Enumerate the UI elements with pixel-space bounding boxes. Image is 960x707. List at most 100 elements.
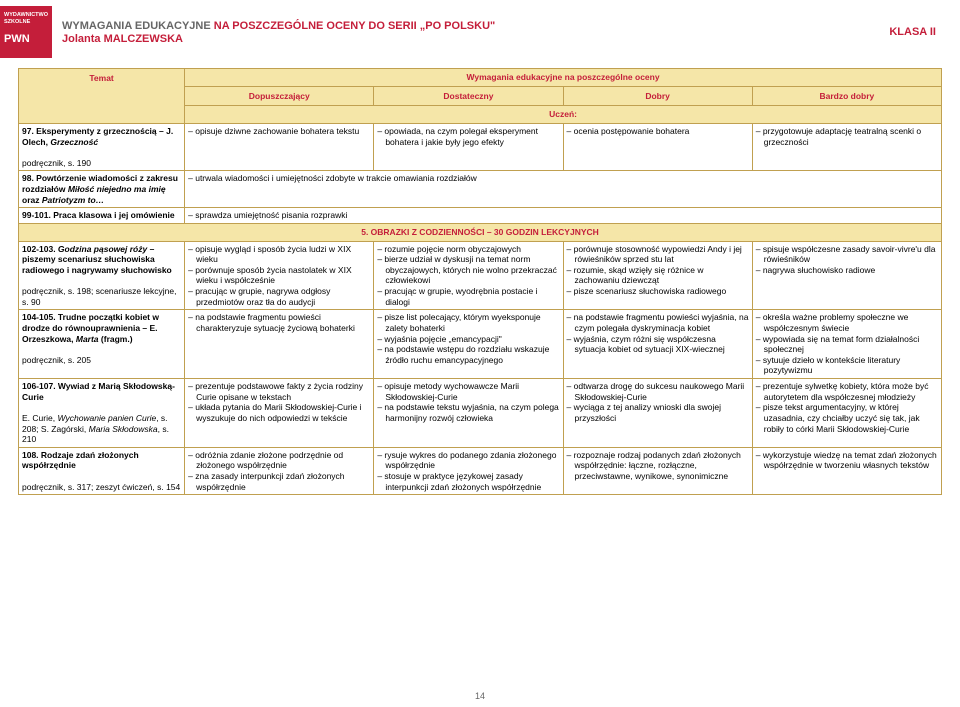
content-area: Temat Wymagania edukacyjne na poszczegól… — [0, 60, 960, 495]
row-97: 97. Eksperymenty z grzecznością – J. Ole… — [19, 123, 942, 171]
row-104: 104-105. Trudne początki kobiet w drodze… — [19, 310, 942, 379]
bd102-2: nagrywa słuchowisko radiowe — [756, 265, 938, 276]
row-108: 108. Rodzaje zdań złożonych współrzędnie… — [19, 447, 942, 495]
dost-106: opisuje metody wychowawcze Marii Skłodow… — [374, 379, 563, 448]
topic-99: 99-101. Praca klasowa i jej omówienie — [19, 208, 185, 224]
dobry102-3: pisze scenariusz słuchowiska radiowego — [567, 286, 749, 297]
dop-102: opisuje wygląd i sposób życia ludzi w XI… — [185, 241, 374, 310]
header-text-block: WYMAGANIA EDUKACYJNE NA POSZCZEGÓLNE OCE… — [62, 20, 889, 45]
t102c: podręcznik, s. 198; scenariusze lekcyjne… — [22, 286, 177, 307]
publisher-logo: WYDAWNICTWO SZKOLNE PWN — [0, 6, 52, 58]
dost97-1: opowiada, na czym polegał eksperyment bo… — [377, 126, 559, 147]
col-bdobry-header: Bardzo dobry — [752, 86, 941, 106]
dop-104: na podstawie fragmentu powieści charakte… — [185, 310, 374, 379]
logo-pwn: PWN — [4, 32, 48, 46]
t106a: 106-107. Wywiad z Marią Skłodowską-Curie — [22, 381, 175, 402]
dop106-1: prezentuje podstawowe fakty z życia rodz… — [188, 381, 370, 402]
topic-108: 108. Rodzaje zdań złożonych współrzędnie… — [19, 447, 185, 495]
row-106: 106-107. Wywiad z Marią Skłodowską-Curie… — [19, 379, 942, 448]
col-dost-header: Dostateczny — [374, 86, 563, 106]
bd106-1: prezentuje sylwetkę kobiety, która może … — [756, 381, 938, 402]
bd108-1: wykorzystuje wiedzę na temat zdań złożon… — [756, 450, 938, 471]
topic-106: 106-107. Wywiad z Marią Skłodowską-Curie… — [19, 379, 185, 448]
dost104-2: wyjaśnia pojęcie „emancypacji" — [377, 334, 559, 345]
section-5-title: 5. OBRAZKI Z CODZIENNOŚCI – 30 GODZIN LE… — [19, 223, 942, 241]
bd104-1: określa ważne problemy społeczne we wspó… — [756, 312, 938, 333]
dobry-108: rozpoznaje rodzaj podanych zdań złożonyc… — [563, 447, 752, 495]
dost-97: opowiada, na czym polegał eksperyment bo… — [374, 123, 563, 171]
dop-97: opisuje dziwne zachowanie bohatera tekst… — [185, 123, 374, 171]
topic-98: 98. Powtórzenie wiadomości z zakresu roz… — [19, 171, 185, 208]
dost108-2: stosuje w praktyce językowej zasady inte… — [377, 471, 559, 492]
bd-102: spisuje współczesne zasady savoir-vivre'… — [752, 241, 941, 310]
t99a: 99-101. Praca klasowa i jej omówienie — [22, 210, 175, 220]
t104i: Marta — [76, 334, 99, 344]
dobry102-1: porównuje stosowność wypowiedzi Andy i j… — [567, 244, 749, 265]
t104b: (fragm.) — [99, 334, 133, 344]
bd106-2: pisze tekst argumentacyjny, w której uza… — [756, 402, 938, 434]
row-98: 98. Powtórzenie wiadomości z zakresu roz… — [19, 171, 942, 208]
logo-text-2: SZKOLNE — [4, 19, 48, 26]
bd97-1: przygotowuje adaptację teatralną scenki … — [756, 126, 938, 147]
section-5-row: 5. OBRAZKI Z CODZIENNOŚCI – 30 GODZIN LE… — [19, 223, 942, 241]
dobry-102: porównuje stosowność wypowiedzi Andy i j… — [563, 241, 752, 310]
dop102-3: pracując w grupie, nagrywa odgłosy przed… — [188, 286, 370, 307]
dobry108-1: rozpoznaje rodzaj podanych zdań złożonyc… — [567, 450, 749, 482]
t97i: Grzeczność — [50, 137, 98, 147]
class-label: KLASA II — [889, 26, 936, 38]
dop97-1: opisuje dziwne zachowanie bohatera tekst… — [188, 126, 370, 137]
dobry-104: na podstawie fragmentu powieści wyjaśnia… — [563, 310, 752, 379]
t104c: podręcznik, s. 205 — [22, 355, 91, 365]
header-row-1: Temat Wymagania edukacyjne na poszczegól… — [19, 69, 942, 87]
t102i: Godzina pąsowej róży — [58, 244, 147, 254]
t106b: E. Curie, — [22, 413, 57, 423]
document-title: WYMAGANIA EDUKACYJNE NA POSZCZEGÓLNE OCE… — [62, 20, 889, 32]
t106i1: Wychowanie panien Curie — [57, 413, 156, 423]
dost-102: rozumie pojęcie norm obyczajowych bierze… — [374, 241, 563, 310]
col-dop-header: Dopuszczający — [185, 86, 374, 106]
m99: sprawdza umiejętność pisania rozprawki — [188, 210, 938, 221]
t98m: oraz — [22, 195, 42, 205]
row-99: 99-101. Praca klasowa i jej omówienie sp… — [19, 208, 942, 224]
dop102-2: porównuje sposób życia nastolatek w XIX … — [188, 265, 370, 286]
logo-text-1: WYDAWNICTWO — [4, 12, 48, 19]
document-author: Jolanta MALCZEWSKA — [62, 33, 889, 45]
dobry-97: ocenia postępowanie bohatera — [563, 123, 752, 171]
dop104-1: na podstawie fragmentu powieści charakte… — [188, 312, 370, 333]
dobry104-2: wyjaśnia, czym różni się współczesna syt… — [567, 334, 749, 355]
dost104-3: na podstawie wstępu do rozdziału wskazuj… — [377, 344, 559, 365]
dop106-2: układa pytania do Marii Skłodowskiej-Cur… — [188, 402, 370, 423]
t102a: 102-103. — [22, 244, 58, 254]
dop108-2: zna zasady interpunkcji zdań złożonych w… — [188, 471, 370, 492]
dost106-1: opisuje metody wychowawcze Marii Skłodow… — [377, 381, 559, 402]
t97b: podręcznik, s. 190 — [22, 158, 91, 168]
dost-108: rysuje wykres do podanego zdania złożone… — [374, 447, 563, 495]
dost106-2: na podstawie tekstu wyjaśnia, na czym po… — [377, 402, 559, 423]
dost102-3: pracując w grupie, wyodrębnia postacie i… — [377, 286, 559, 307]
dobry106-1: odtwarza drogę do sukcesu naukowego Mari… — [567, 381, 749, 402]
dost102-1: rozumie pojęcie norm obyczajowych — [377, 244, 559, 255]
bd102-1: spisuje współczesne zasady savoir-vivre'… — [756, 244, 938, 265]
col-topic-header: Temat — [19, 69, 185, 124]
m98: utrwala wiadomości i umiejętności zdobyt… — [188, 173, 938, 184]
topic-97: 97. Eksperymenty z grzecznością – J. Ole… — [19, 123, 185, 171]
topic-104: 104-105. Trudne początki kobiet w drodze… — [19, 310, 185, 379]
dost102-2: bierze udział w dyskusji na temat norm o… — [377, 254, 559, 286]
dobry102-2: rozumie, skąd wzięły się różnice w zacho… — [567, 265, 749, 286]
dobry97-1: ocenia postępowanie bohatera — [567, 126, 749, 137]
t98i2: Patriotyzm to… — [42, 195, 104, 205]
dobry104-1: na podstawie fragmentu powieści wyjaśnia… — [567, 312, 749, 333]
bd104-2: wypowiada się na temat form działalności… — [756, 334, 938, 355]
dobry-106: odtwarza drogę do sukcesu naukowego Mari… — [563, 379, 752, 448]
bd-104: określa ważne problemy społeczne we wspó… — [752, 310, 941, 379]
t108b: podręcznik, s. 317; zeszyt ćwiczeń, s. 1… — [22, 482, 180, 492]
merged-99: sprawdza umiejętność pisania rozprawki — [185, 208, 942, 224]
dost104-1: pisze list polecający, którym wyeksponuj… — [377, 312, 559, 333]
dost-104: pisze list polecający, którym wyeksponuj… — [374, 310, 563, 379]
title-prefix: WYMAGANIA EDUKACYJNE — [62, 20, 214, 32]
uczen-header: Uczeń: — [185, 106, 942, 124]
bd-108: wykorzystuje wiedzę na temat zdań złożon… — [752, 447, 941, 495]
dop-108: odróżnia zdanie złożone podrzędnie od zł… — [185, 447, 374, 495]
col-dobry-header: Dobry — [563, 86, 752, 106]
row-102: 102-103. Godzina pąsowej róży – piszemy … — [19, 241, 942, 310]
